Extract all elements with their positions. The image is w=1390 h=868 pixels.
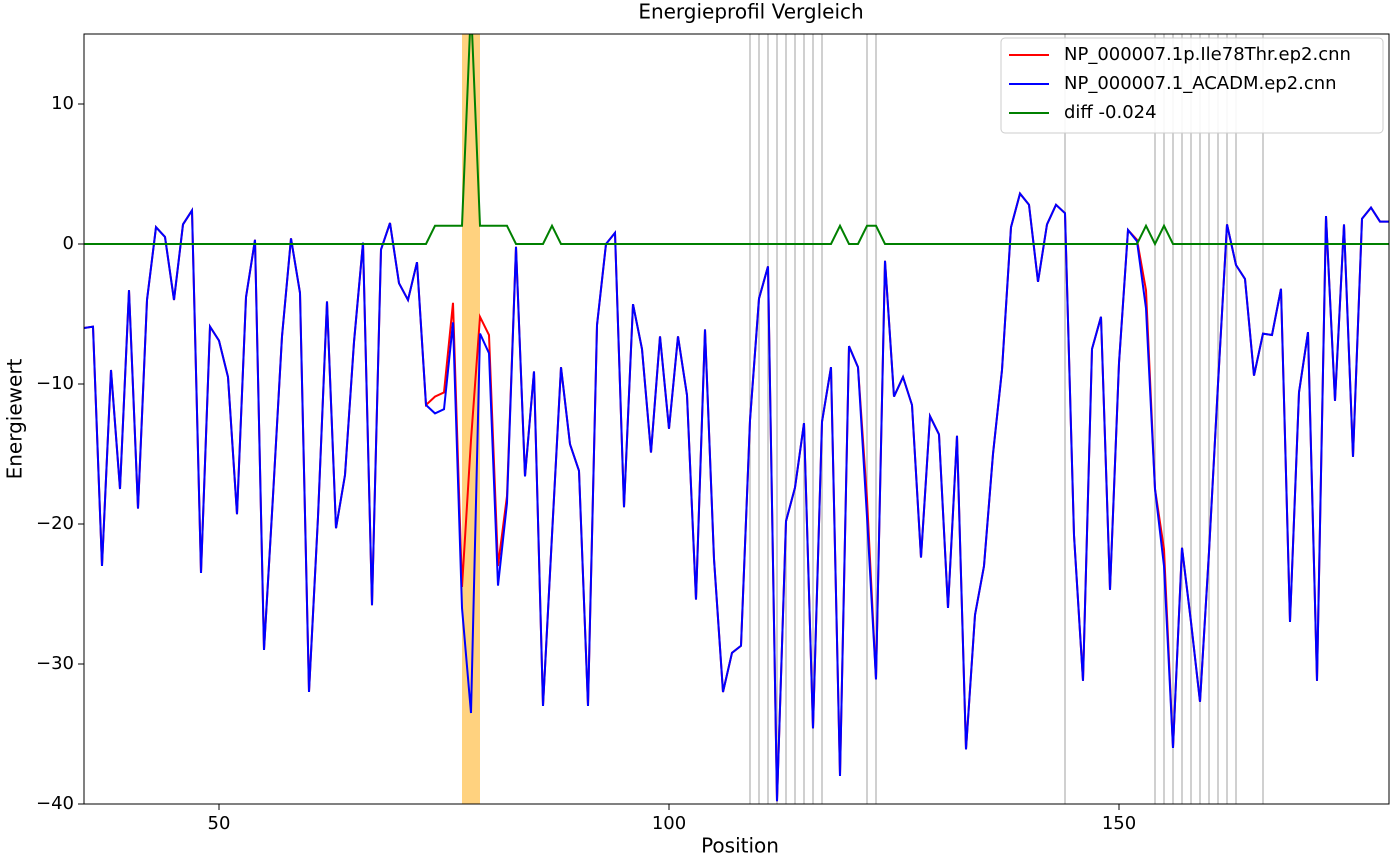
series-line	[84, 191, 1389, 802]
x-tick-label: 100	[652, 813, 686, 834]
x-tick-label: 150	[1102, 813, 1136, 834]
x-tick-label: 50	[208, 813, 231, 834]
y-tick-label: −20	[36, 513, 74, 534]
y-tick-label: 0	[63, 233, 74, 254]
x-axis-label: Position	[701, 834, 779, 858]
legend-label: diff -0.024	[1064, 102, 1157, 123]
series-line	[84, 191, 1389, 802]
y-axis-label: Energiewert	[3, 358, 27, 479]
y-tick-label: −30	[36, 653, 74, 674]
chart-title: Energieprofil Vergleich	[638, 0, 863, 24]
y-tick-label: −40	[36, 793, 74, 814]
y-tick-label: 10	[51, 93, 74, 114]
y-tick-label: −10	[36, 373, 74, 394]
plot-area	[84, 34, 1389, 804]
series-line	[84, 34, 1389, 247]
highlight-span	[462, 34, 480, 804]
legend-box	[1000, 37, 1384, 134]
plot-frame	[83, 33, 1390, 805]
legend-label: NP_000007.1p.Ile78Thr.ep2.cnn	[1064, 44, 1351, 65]
legend-label: NP_000007.1_ACADM.ep2.cnn	[1064, 73, 1337, 94]
